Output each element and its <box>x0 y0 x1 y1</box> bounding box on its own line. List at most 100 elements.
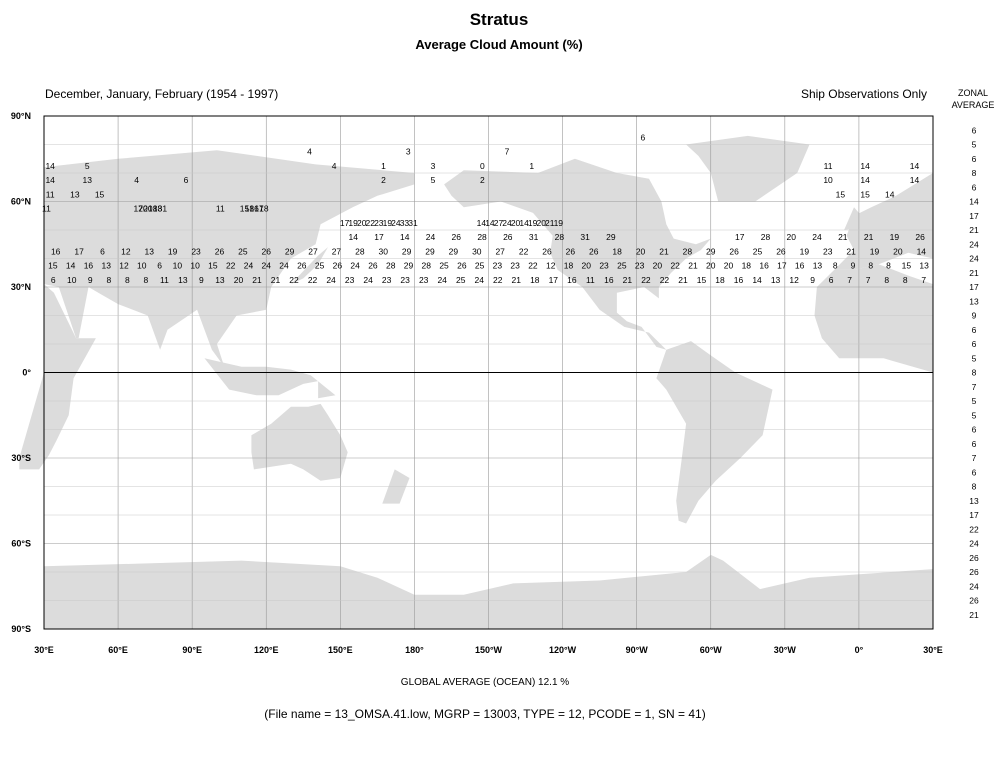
cell-value: 22 <box>493 275 503 285</box>
cell-value: 23 <box>191 246 201 256</box>
cell-value: 29 <box>285 246 295 256</box>
cell-value: 15 <box>95 189 105 199</box>
cell-value: 12 <box>121 246 131 256</box>
land-mass-4 <box>686 135 810 202</box>
cell-value: 28 <box>555 232 565 242</box>
cell-value: 26 <box>297 261 307 271</box>
cell-value: 26 <box>729 246 739 256</box>
cell-value: 21 <box>846 246 856 256</box>
cell-value: 3 <box>406 147 411 157</box>
cell-value: 15 <box>240 204 250 214</box>
cell-value: 21 <box>678 275 688 285</box>
cell-value: 26 <box>915 232 925 242</box>
cell-value: 18 <box>612 246 622 256</box>
cell-value: 18 <box>715 275 725 285</box>
cell-value: 21 <box>838 232 848 242</box>
zonal-average-value: 24 <box>969 239 979 249</box>
cell-value: 8 <box>886 261 891 271</box>
cell-value: 29 <box>606 232 616 242</box>
cell-value: 11 <box>42 204 51 214</box>
cell-value: 14 <box>752 275 762 285</box>
cell-value: 20 <box>653 261 663 271</box>
zonal-average-value: 17 <box>969 282 979 292</box>
cell-value: 29 <box>404 261 414 271</box>
cell-value: 8 <box>106 275 111 285</box>
cell-value: 22 <box>226 261 236 271</box>
zonal-average-value: 6 <box>972 125 977 135</box>
cell-value: 12 <box>119 261 129 271</box>
cell-value: 29 <box>706 246 716 256</box>
cell-value: 14 <box>519 218 529 228</box>
cell-value: 14 <box>66 261 76 271</box>
zonal-average-value: 6 <box>972 425 977 435</box>
cell-value: 4 <box>332 161 337 171</box>
cell-value: 23 <box>510 261 520 271</box>
cell-value: 8 <box>125 275 130 285</box>
cell-value: 24 <box>475 275 485 285</box>
season-label: December, January, February (1954 - 1997… <box>45 87 279 101</box>
cell-value: 23 <box>345 275 355 285</box>
cell-value: 25 <box>617 261 627 271</box>
cell-value: 26 <box>368 261 378 271</box>
cell-value: 13 <box>145 246 155 256</box>
cell-value: 15 <box>48 261 58 271</box>
cell-value: 21 <box>545 218 555 228</box>
cell-value: 31 <box>408 218 418 228</box>
cell-value: 5 <box>431 175 436 185</box>
cell-value: 24 <box>812 232 822 242</box>
cell-value: 4 <box>307 147 312 157</box>
cell-value: 24 <box>244 261 254 271</box>
zonal-average-value: 24 <box>969 539 979 549</box>
cell-value: 22 <box>641 275 651 285</box>
land-mass-11 <box>844 207 864 230</box>
cell-value: 19 <box>554 218 564 228</box>
cell-value: 23 <box>400 275 410 285</box>
y-tick-label: 60°S <box>11 539 31 549</box>
zonal-average-value: 13 <box>969 496 979 506</box>
cell-value: 13 <box>178 275 188 285</box>
cell-value: 19 <box>890 232 900 242</box>
zonal-average-value: 8 <box>972 368 977 378</box>
y-tick-label: 30°S <box>11 453 31 463</box>
zonal-average-value: 6 <box>972 467 977 477</box>
cell-value: 20 <box>787 232 797 242</box>
cell-value: 15 <box>836 189 846 199</box>
land-mass-6 <box>656 341 773 524</box>
cell-value: 13 <box>215 275 225 285</box>
cell-value: 14 <box>885 189 895 199</box>
cell-value: 1 <box>381 161 386 171</box>
cell-value: 14 <box>917 246 927 256</box>
cell-value: 1 <box>529 161 534 171</box>
zonal-average-value: 7 <box>972 453 977 463</box>
cell-value: 11 <box>46 189 55 199</box>
cell-value: 16 <box>795 261 805 271</box>
cell-value: 9 <box>88 275 93 285</box>
land-mass-10 <box>290 247 328 285</box>
zonal-average-value: 21 <box>969 225 979 235</box>
cell-value: 4 <box>134 175 139 185</box>
cell-value: 23 <box>599 261 609 271</box>
cell-value: 23 <box>419 275 429 285</box>
cell-value: 14 <box>910 161 920 171</box>
zonal-average-value: 24 <box>969 581 979 591</box>
cell-value: 22 <box>660 275 670 285</box>
cell-value: 21 <box>864 232 874 242</box>
cell-value: 31 <box>158 204 168 214</box>
cell-value: 9 <box>810 275 815 285</box>
cell-value: 22 <box>670 261 680 271</box>
cell-value: 19 <box>383 218 393 228</box>
cell-value: 18 <box>153 204 163 214</box>
cell-value: 14 <box>910 175 920 185</box>
cell-value: 10 <box>173 261 183 271</box>
cell-value: 6 <box>51 275 56 285</box>
cell-value: 20 <box>234 275 244 285</box>
cell-value: 29 <box>402 246 412 256</box>
cell-value: 6 <box>100 246 105 256</box>
cell-value: 14 <box>485 218 495 228</box>
plot-frame <box>43 115 934 630</box>
zonal-average-value: 6 <box>972 182 977 192</box>
cell-value: 5 <box>85 161 90 171</box>
cell-value: 16 <box>84 261 94 271</box>
cell-value: 23 <box>823 246 833 256</box>
cell-value: 13 <box>919 261 929 271</box>
